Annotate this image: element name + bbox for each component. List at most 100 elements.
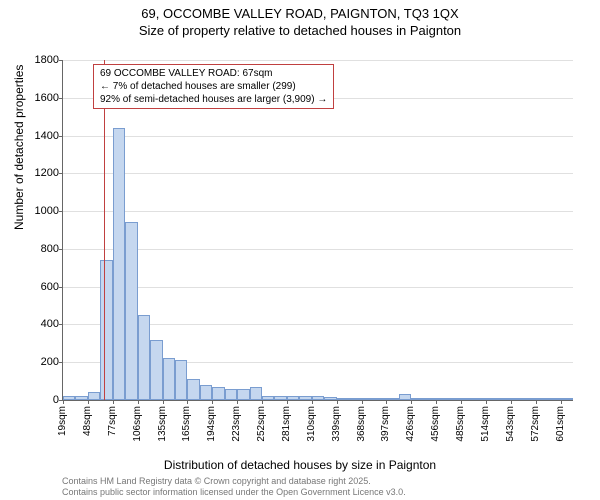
histogram-bar bbox=[63, 396, 75, 400]
histogram-bar bbox=[138, 315, 150, 400]
x-tick-mark bbox=[63, 400, 64, 404]
x-tick-label: 310sqm bbox=[306, 406, 317, 442]
x-tick-label: 135sqm bbox=[157, 406, 168, 442]
x-tick-mark bbox=[486, 400, 487, 404]
histogram-bar bbox=[150, 340, 162, 400]
histogram-bar bbox=[75, 396, 87, 400]
x-tick-mark bbox=[212, 400, 213, 404]
histogram-bar bbox=[212, 387, 224, 400]
x-tick-label: 223sqm bbox=[231, 406, 242, 442]
plot-area: 02004006008001000120014001600180019sqm48… bbox=[62, 60, 573, 401]
y-tick-label: 400 bbox=[41, 318, 59, 330]
y-tick-label: 1600 bbox=[35, 92, 59, 104]
gridline bbox=[63, 249, 573, 250]
histogram-bar bbox=[536, 398, 548, 400]
x-tick-mark bbox=[536, 400, 537, 404]
x-tick-mark bbox=[163, 400, 164, 404]
x-tick-mark bbox=[88, 400, 89, 404]
x-tick-mark bbox=[138, 400, 139, 404]
x-tick-mark bbox=[337, 400, 338, 404]
x-tick-label: 514sqm bbox=[480, 406, 491, 442]
histogram-bar bbox=[424, 398, 436, 400]
x-tick-label: 485sqm bbox=[455, 406, 466, 442]
y-tick-mark bbox=[59, 211, 63, 212]
chart-title: 69, OCCOMBE VALLEY ROAD, PAIGNTON, TQ3 1… bbox=[0, 0, 600, 40]
x-tick-mark bbox=[511, 400, 512, 404]
y-tick-mark bbox=[59, 362, 63, 363]
histogram-bar bbox=[399, 394, 411, 400]
histogram-bar bbox=[113, 128, 125, 400]
histogram-bar bbox=[237, 389, 249, 400]
x-tick-mark bbox=[461, 400, 462, 404]
y-tick-label: 200 bbox=[41, 356, 59, 368]
y-tick-mark bbox=[59, 287, 63, 288]
x-tick-label: 426sqm bbox=[405, 406, 416, 442]
gridline bbox=[63, 60, 573, 61]
x-tick-mark bbox=[386, 400, 387, 404]
x-tick-mark bbox=[237, 400, 238, 404]
y-axis-label: Number of detached properties bbox=[12, 65, 26, 230]
histogram-bar bbox=[312, 396, 324, 400]
chart-container: 69, OCCOMBE VALLEY ROAD, PAIGNTON, TQ3 1… bbox=[0, 0, 600, 500]
histogram-bar bbox=[175, 360, 187, 400]
x-tick-mark bbox=[561, 400, 562, 404]
histogram-bar bbox=[187, 379, 199, 400]
gridline bbox=[63, 173, 573, 174]
x-tick-label: 339sqm bbox=[331, 406, 342, 442]
x-tick-mark bbox=[436, 400, 437, 404]
histogram-bar bbox=[473, 398, 485, 400]
histogram-bar bbox=[324, 397, 336, 400]
histogram-bar bbox=[386, 398, 398, 400]
x-tick-mark bbox=[287, 400, 288, 404]
footnote-line-1: Contains HM Land Registry data © Crown c… bbox=[62, 476, 406, 487]
gridline bbox=[63, 287, 573, 288]
histogram-bar bbox=[486, 398, 498, 400]
x-tick-label: 194sqm bbox=[206, 406, 217, 442]
histogram-bar bbox=[548, 398, 560, 400]
histogram-bar bbox=[561, 398, 573, 400]
marker-line bbox=[104, 60, 105, 400]
footnote-line-2: Contains public sector information licen… bbox=[62, 487, 406, 498]
y-tick-mark bbox=[59, 60, 63, 61]
histogram-bar bbox=[262, 396, 274, 400]
histogram-bar bbox=[88, 392, 100, 400]
y-tick-mark bbox=[59, 324, 63, 325]
x-tick-label: 281sqm bbox=[281, 406, 292, 442]
histogram-bar bbox=[125, 222, 137, 400]
histogram-bar bbox=[362, 398, 374, 400]
x-tick-mark bbox=[187, 400, 188, 404]
title-line-1: 69, OCCOMBE VALLEY ROAD, PAIGNTON, TQ3 1… bbox=[0, 6, 600, 23]
x-tick-label: 165sqm bbox=[181, 406, 192, 442]
x-tick-label: 543sqm bbox=[505, 406, 516, 442]
histogram-bar bbox=[163, 358, 175, 400]
callout-line-1: 69 OCCOMBE VALLEY ROAD: 67sqm bbox=[100, 67, 327, 80]
histogram-bar bbox=[250, 387, 262, 400]
y-tick-mark bbox=[59, 173, 63, 174]
histogram-bar bbox=[374, 398, 386, 400]
histogram-bar bbox=[511, 398, 523, 400]
x-tick-label: 601sqm bbox=[555, 406, 566, 442]
x-tick-label: 19sqm bbox=[57, 406, 68, 436]
y-tick-mark bbox=[59, 249, 63, 250]
x-tick-label: 456sqm bbox=[430, 406, 441, 442]
y-tick-label: 1400 bbox=[35, 130, 59, 142]
histogram-bar bbox=[225, 389, 237, 400]
x-tick-mark bbox=[362, 400, 363, 404]
histogram-bar bbox=[337, 398, 349, 400]
histogram-bar bbox=[274, 396, 286, 400]
x-tick-label: 48sqm bbox=[82, 406, 93, 436]
histogram-bar bbox=[200, 385, 212, 400]
x-tick-label: 368sqm bbox=[356, 406, 367, 442]
title-line-2: Size of property relative to detached ho… bbox=[0, 23, 600, 40]
histogram-bar bbox=[100, 260, 112, 400]
histogram-bar bbox=[299, 396, 311, 400]
footnote: Contains HM Land Registry data © Crown c… bbox=[62, 476, 406, 498]
x-tick-mark bbox=[113, 400, 114, 404]
histogram-bar bbox=[523, 398, 535, 400]
histogram-bar bbox=[287, 396, 299, 400]
y-tick-label: 1000 bbox=[35, 205, 59, 217]
callout-line-2: ← 7% of detached houses are smaller (299… bbox=[100, 80, 327, 93]
callout-line-3: 92% of semi-detached houses are larger (… bbox=[100, 93, 327, 106]
y-tick-label: 1200 bbox=[35, 167, 59, 179]
histogram-bar bbox=[349, 398, 361, 400]
